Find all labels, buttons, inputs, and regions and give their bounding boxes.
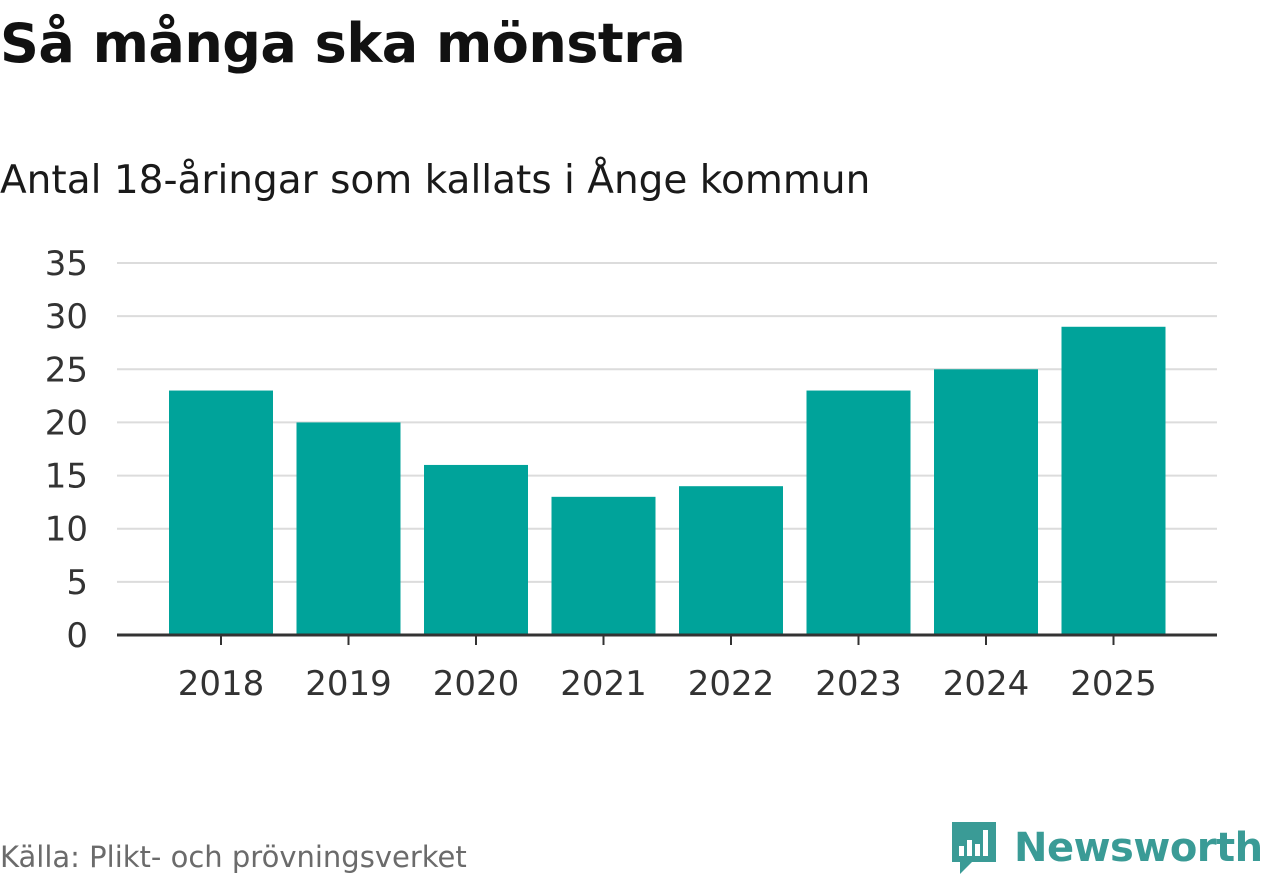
brand-name: Newsworthy bbox=[1014, 825, 1262, 871]
y-tick-label: 35 bbox=[45, 244, 88, 284]
bar bbox=[934, 369, 1038, 635]
bar bbox=[806, 390, 911, 635]
bar bbox=[679, 486, 783, 635]
bar bbox=[169, 390, 273, 635]
y-tick-label: 30 bbox=[45, 297, 88, 337]
x-axis bbox=[117, 633, 1217, 645]
x-tick-label: 2024 bbox=[943, 664, 1030, 704]
bar bbox=[551, 496, 656, 635]
y-tick-label: 15 bbox=[45, 457, 88, 497]
y-tick-label: 25 bbox=[45, 350, 88, 390]
bar bbox=[296, 422, 401, 635]
x-tick-label: 2025 bbox=[1070, 664, 1157, 704]
x-tick-label: 2019 bbox=[305, 664, 392, 704]
y-tick-label: 10 bbox=[45, 510, 88, 550]
x-tick-label: 2021 bbox=[560, 664, 647, 704]
bar bbox=[1061, 326, 1166, 635]
chart-subtitle: Antal 18-åringar som kallats i Ånge komm… bbox=[0, 158, 871, 203]
y-axis-tick-labels: 0 5 10 15 20 25 30 35 bbox=[45, 244, 88, 656]
x-axis-tick-labels: 2018 2019 2020 2021 2022 2023 2024 2025 bbox=[178, 664, 1157, 704]
x-tick-label: 2023 bbox=[815, 664, 902, 704]
bar bbox=[424, 464, 528, 635]
x-tick-label: 2022 bbox=[688, 664, 775, 704]
x-tick-label: 2020 bbox=[433, 664, 520, 704]
source-note: Källa: Plikt- och prövningsverket bbox=[0, 840, 467, 874]
y-tick-label: 20 bbox=[45, 403, 88, 443]
chart-title: Så många ska mönstra bbox=[0, 12, 686, 75]
grid-lines bbox=[117, 262, 1217, 583]
x-tick-label: 2018 bbox=[178, 664, 265, 704]
bars bbox=[169, 326, 1166, 635]
y-tick-label: 0 bbox=[66, 616, 88, 656]
newsworthy-logo-icon bbox=[952, 822, 996, 874]
brand-logo[interactable]: Newsworthy bbox=[948, 818, 1262, 878]
y-tick-label: 5 bbox=[66, 563, 88, 603]
